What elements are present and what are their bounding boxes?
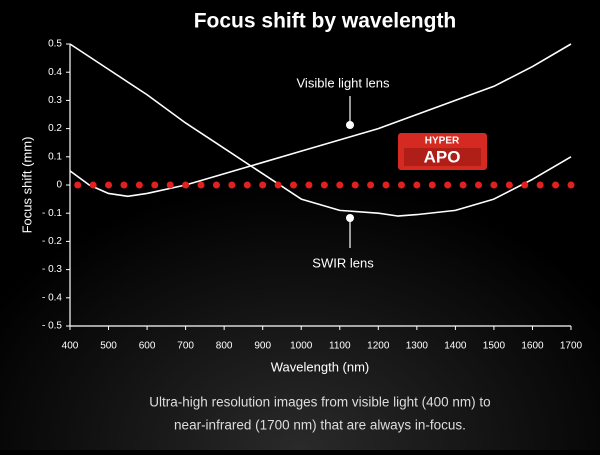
dot — [397, 181, 405, 189]
x-tick-label: 600 — [139, 341, 156, 352]
y-tick-label: 0.2 — [48, 123, 62, 134]
x-tick-label: 500 — [100, 341, 117, 352]
dot — [567, 181, 575, 189]
dot — [197, 181, 205, 189]
y-tick-label: - 0.3 — [42, 264, 62, 275]
dot — [135, 181, 143, 189]
dot — [475, 181, 483, 189]
line — [69, 43, 572, 198]
x-tick-label: 1000 — [290, 341, 313, 352]
dot — [105, 181, 113, 189]
dot — [367, 181, 375, 189]
badge-text: APO — [424, 147, 461, 166]
chart-title: Focus shift by wavelength — [194, 10, 457, 33]
dot — [351, 181, 359, 189]
x-tick-label: 1400 — [444, 341, 467, 352]
dot — [151, 181, 159, 189]
dot — [243, 181, 251, 189]
annotation: Visible light lens SWIR lens — [297, 75, 390, 270]
x-tick-label: 1200 — [367, 341, 390, 352]
y-tick-label: 0.3 — [48, 95, 62, 106]
pointer-dot — [346, 121, 354, 129]
dot — [459, 181, 467, 189]
x-tick-label: 1600 — [521, 341, 544, 352]
badge-text: HYPER — [425, 136, 460, 147]
caption: near-infrared (1700 nm) that are always … — [174, 418, 466, 433]
x-tick-label: 900 — [254, 341, 271, 352]
y-tick-label: - 0.4 — [42, 292, 62, 303]
pointer-dot — [346, 214, 354, 222]
dot — [552, 181, 560, 189]
badge-inner — [404, 148, 481, 166]
y-tick-label: - 0.2 — [42, 236, 62, 247]
y-tick-label: 0 — [56, 180, 62, 191]
y-tick-label: 0.4 — [48, 67, 62, 78]
dot — [182, 181, 190, 189]
x-tick-label: 700 — [177, 341, 194, 352]
dot — [305, 181, 313, 189]
series-label: Visible light lens — [297, 75, 390, 90]
x-tick-label: 1700 — [560, 341, 583, 352]
y-tick-label: 0.5 — [48, 39, 62, 50]
badge: HYPER APO — [398, 133, 487, 170]
dot — [444, 181, 452, 189]
dot — [290, 181, 298, 189]
dot — [336, 181, 344, 189]
x-tick-label: 400 — [62, 341, 79, 352]
dot — [382, 181, 390, 189]
x-tick-label: 1500 — [483, 341, 506, 352]
series-label: SWIR lens — [312, 255, 374, 270]
dot — [74, 181, 82, 189]
x-tick-label: 1300 — [406, 341, 429, 352]
line — [69, 43, 572, 217]
x-tick-label: 800 — [216, 341, 233, 352]
dot — [521, 181, 529, 189]
dot — [166, 181, 174, 189]
dot — [536, 181, 544, 189]
dot — [89, 181, 97, 189]
dot — [274, 181, 282, 189]
dot — [228, 181, 236, 189]
caption: Ultra-high resolution images from visibl… — [149, 395, 490, 410]
y-tick-label: 0.1 — [48, 151, 62, 162]
y-axis-label: Focus shift (mm) — [19, 137, 34, 234]
dot — [259, 181, 267, 189]
dot — [212, 181, 220, 189]
dot — [505, 181, 513, 189]
y-tick-label: - 0.5 — [42, 321, 62, 332]
x-axis-label: Wavelength (nm) — [271, 359, 370, 374]
dot — [490, 181, 498, 189]
y-tick-label: - 0.1 — [42, 208, 62, 219]
dot — [413, 181, 421, 189]
dot — [120, 181, 128, 189]
x-tick-label: 1100 — [329, 341, 351, 352]
dot — [428, 181, 436, 189]
dot — [320, 181, 328, 189]
